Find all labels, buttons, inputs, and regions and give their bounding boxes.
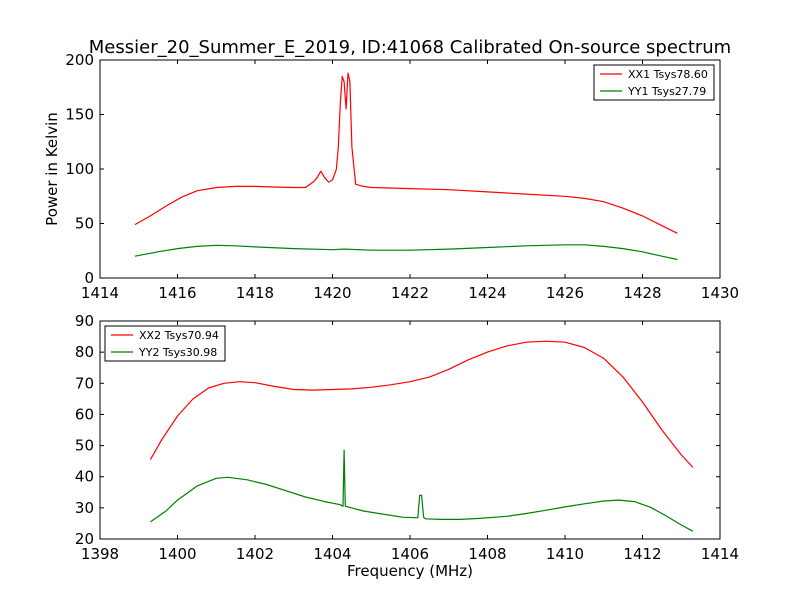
top-panel: 1414 1416 1418 1420 1422 1424 1426 1428 1430 0 50 1… [43,51,739,302]
y-tick-label: 0 [84,269,94,287]
y-tick-label: 20 [75,530,94,548]
x-tick-label: 1428 [623,284,661,302]
x-tick-label: 1430 [701,284,739,302]
x-tick-label: 1406 [391,545,429,563]
x-tick-label: 1418 [236,284,274,302]
x-axis-label: Frequency (MHz) [347,562,473,580]
x-tick-label: 1420 [313,284,351,302]
y-axis-label: Power in Kelvin [43,112,61,226]
y-tick-label: 40 [75,468,94,486]
y-tick-label: 50 [75,215,94,233]
series-line-0 [134,72,678,234]
x-tick-label: 1398 [81,545,119,563]
y-tick-label: 150 [65,106,94,124]
series-line-0 [149,340,694,468]
x-tick-label: 1400 [158,545,196,563]
y-tick-label: 200 [65,51,94,69]
x-tick-label: 1404 [313,545,351,563]
legend-label: XX1 Tsys78.60 [628,68,708,81]
legend: XX1 Tsys78.60 YY1 Tsys27.79 [593,64,715,101]
legend-label: XX2 Tsys70.94 [139,329,219,342]
x-tick-label: 1412 [623,545,661,563]
y-tick-label: 30 [75,499,94,517]
x-tick-label: 1414 [701,545,739,563]
x-tick-label: 1408 [468,545,506,563]
y-tick-label: 100 [65,160,94,178]
x-tick-label: 1402 [236,545,274,563]
y-tick-label: 50 [75,437,94,455]
series-line-1 [150,449,694,532]
x-tick-label: 1416 [158,284,196,302]
y-tick-label: 70 [75,374,94,392]
x-tick-label: 1414 [81,284,119,302]
series-line-1 [134,244,678,261]
x-tick-label: 1424 [468,284,506,302]
chart-title: Messier_20_Summer_E_2019, ID:41068 Calib… [89,37,731,58]
legend: XX2 Tsys70.94 YY2 Tsys30.98 [104,325,226,362]
y-tick-label: 80 [75,343,94,361]
x-tick-label: 1426 [546,284,584,302]
x-tick-label: 1410 [546,545,584,563]
y-tick-label: 60 [75,405,94,423]
legend-label: YY1 Tsys27.79 [627,85,706,98]
bottom-panel: 1398 1400 1402 1404 1406 1408 1410 1412 1414 20 30… [75,312,739,580]
legend-label: YY2 Tsys30.98 [138,346,217,359]
x-tick-label: 1422 [391,284,429,302]
y-tick-label: 90 [75,312,94,330]
legend-box [593,64,715,101]
legend-box [104,325,226,362]
